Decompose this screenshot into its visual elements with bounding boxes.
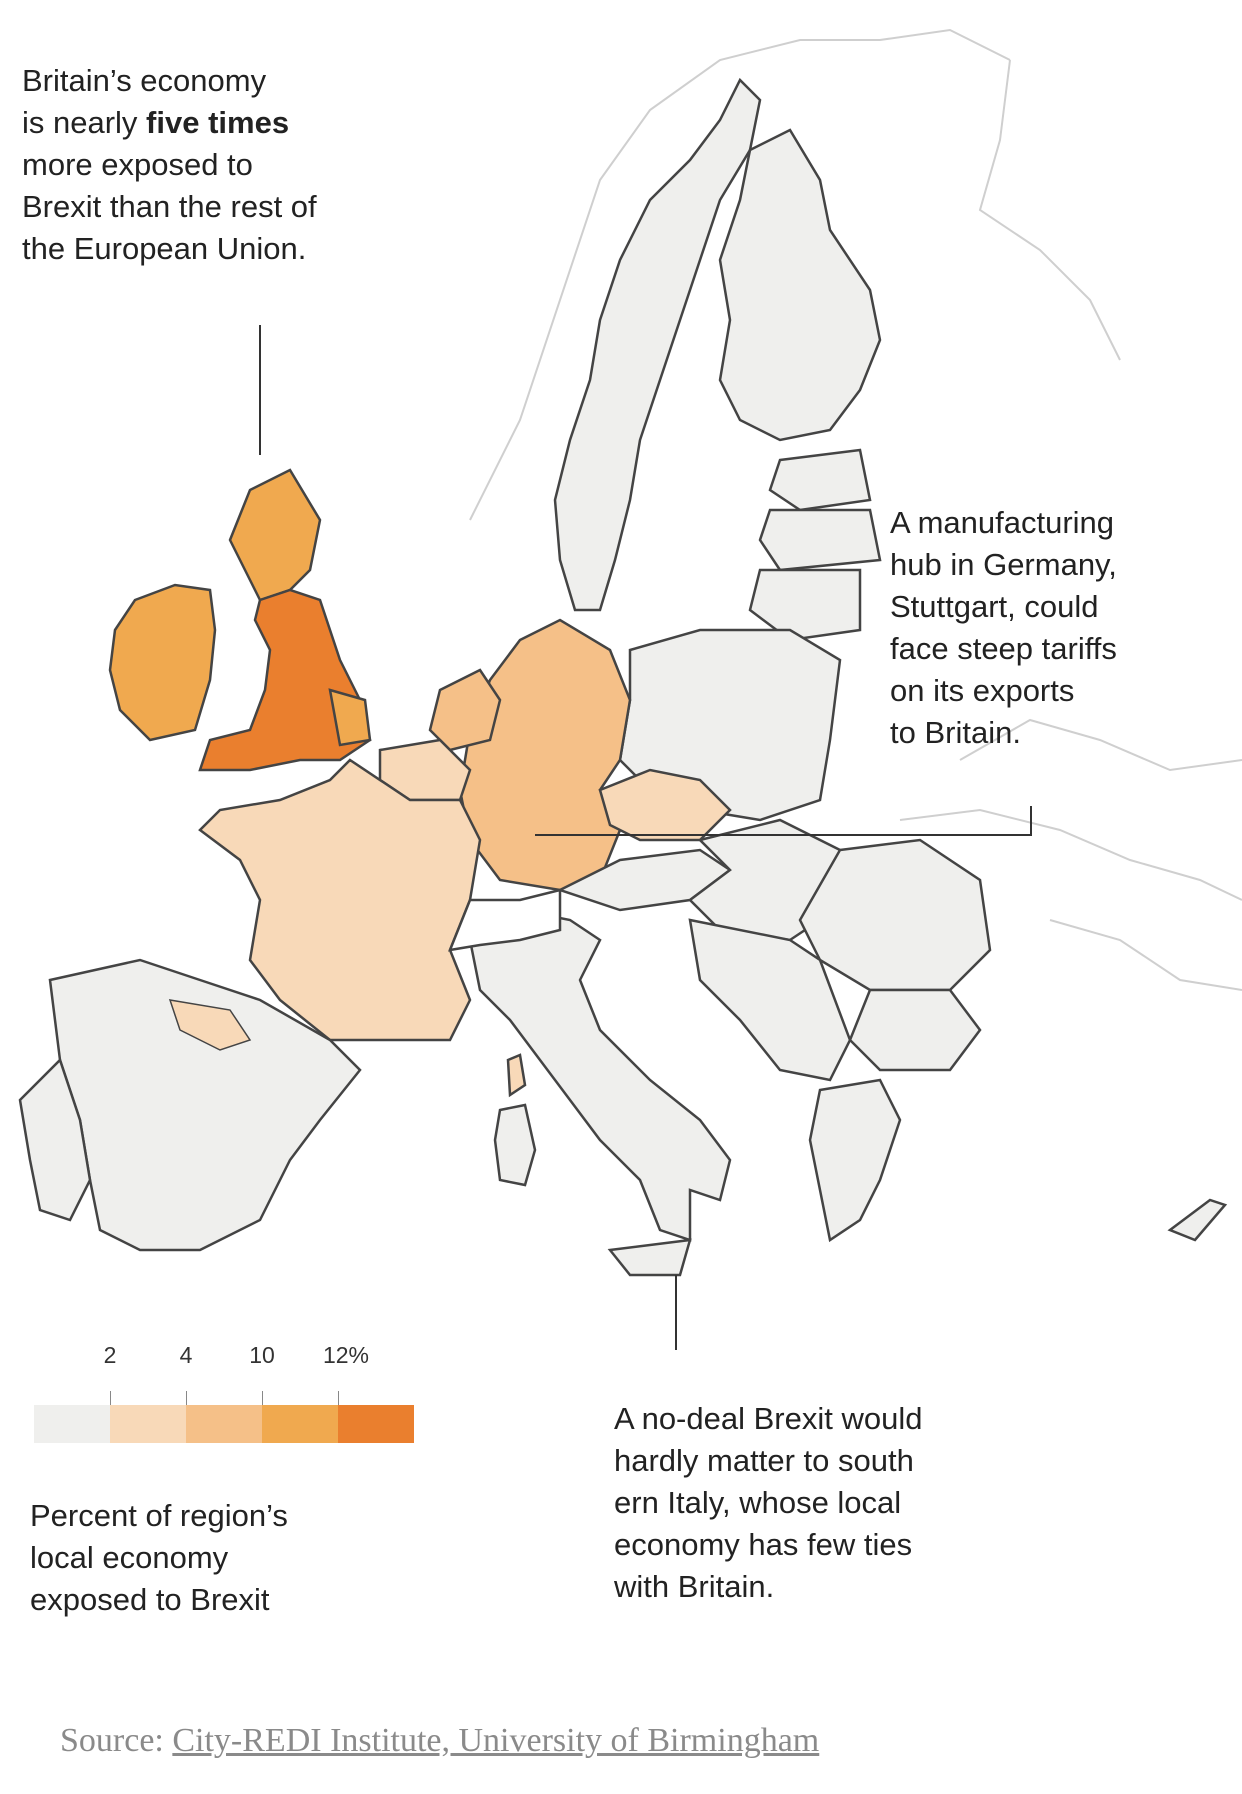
italy-annotation-line: hardly matter to south [614, 1443, 914, 1478]
lithuania-region [748, 568, 862, 642]
italy-annotation-line: economy has few ties [614, 1527, 913, 1562]
legend-tick [338, 1391, 339, 1407]
britain-annotation-line3: more exposed to [22, 147, 253, 182]
switzerland-outline [448, 888, 562, 952]
germany-annotation-line: to Britain. [890, 715, 1021, 750]
legend-swatch [262, 1405, 338, 1443]
germany-annotation-line: on its exports [890, 673, 1075, 708]
czech-region [598, 768, 732, 842]
germany-annotation-line: A manufacturing [890, 505, 1115, 540]
italy-annotation-line: with Britain. [614, 1569, 775, 1604]
basque-region [168, 999, 252, 1051]
germany-annotation-line: face steep tariffs [890, 631, 1117, 666]
germany-leader-horizontal [535, 834, 1032, 836]
non-eu-outlines [469, 28, 1242, 991]
latvia-region [758, 508, 882, 572]
legend-swatch [34, 1405, 110, 1443]
britain-annotation-line1: Britain’s economy [22, 63, 267, 98]
germany-annotation-line: Stuttgart, could [890, 589, 1099, 624]
legend-tick [262, 1391, 263, 1407]
britain-annotation-emphasis: five times [146, 105, 290, 140]
legend-title-line: local economy [30, 1540, 229, 1575]
greece-region [808, 1078, 902, 1243]
corsica-region [506, 1053, 527, 1098]
finland-region [718, 128, 882, 442]
legend-tick-label: 12% [322, 1342, 370, 1368]
east-anglia-region [328, 688, 372, 747]
source-prefix: Source: [60, 1722, 173, 1759]
legend-tick-label: 2 [103, 1342, 117, 1368]
italy-region [468, 908, 732, 1242]
scotland-region [228, 468, 322, 602]
portugal-region [18, 1057, 92, 1222]
source-credit: Source: City-REDI Institute, University … [60, 1722, 819, 1760]
germany-annotation: A manufacturing hub in Germany, Stuttgar… [890, 502, 1117, 754]
baltics [748, 448, 882, 642]
sweden-region [553, 77, 762, 612]
legend-title-line: Percent of region’s [30, 1498, 288, 1533]
sardinia-region [493, 1103, 537, 1187]
britain-annotation-line2-pre: is nearly [22, 105, 147, 140]
britain-leader-line [259, 325, 261, 455]
cyprus-region [1167, 1198, 1228, 1242]
source-link[interactable]: City-REDI Institute, University of Birmi… [172, 1722, 820, 1759]
germany-region [458, 618, 632, 892]
netherlands-region [428, 668, 502, 752]
germany-annotation-line: hub in Germany, [890, 547, 1117, 582]
ireland-region [108, 583, 217, 742]
germany-leader-vertical [1030, 806, 1032, 836]
legend-tick [186, 1391, 187, 1407]
legend-swatch [110, 1405, 186, 1443]
italy-annotation: A no-deal Brexit would hardly matter to … [614, 1398, 922, 1608]
italy-annotation-line: A no-deal Brexit would [614, 1401, 923, 1436]
england-region [198, 588, 372, 772]
britain-annotation-line5: the European Union. [22, 231, 307, 266]
legend-title: Percent of region’s local economy expose… [30, 1495, 288, 1621]
scandinavia [553, 77, 882, 612]
estonia-region [768, 448, 872, 512]
legend-tick-label: 4 [179, 1342, 193, 1368]
balkans-region [688, 918, 852, 1082]
italy-leader-line [675, 1275, 677, 1350]
legend-title-line: exposed to Brexit [30, 1582, 270, 1617]
sicily-region [607, 1238, 692, 1277]
legend-swatch [338, 1405, 414, 1443]
bulgaria-region [848, 988, 982, 1072]
britain-annotation-line2: is nearly five times [22, 102, 317, 144]
legend-tick-label: 10 [249, 1342, 275, 1368]
britain-annotation: Britain’s economy is nearly five times m… [22, 60, 317, 270]
great-britain [198, 468, 372, 772]
italy-annotation-line: ern Italy, whose local [614, 1485, 902, 1520]
legend-tick [110, 1391, 111, 1407]
legend-swatch [186, 1405, 262, 1443]
britain-annotation-line4: Brexit than the rest of [22, 189, 317, 224]
